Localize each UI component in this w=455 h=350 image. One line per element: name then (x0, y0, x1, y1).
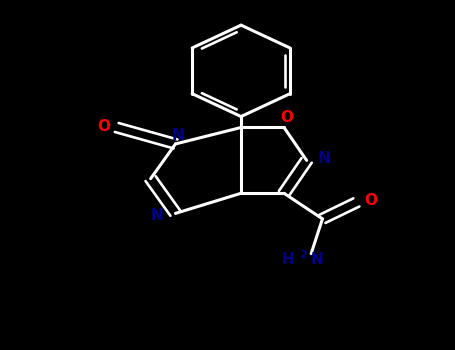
Text: N: N (310, 252, 323, 267)
Text: O: O (364, 193, 377, 208)
Text: H: H (281, 252, 294, 267)
Text: O: O (97, 119, 111, 134)
Text: N: N (318, 151, 330, 166)
Text: N: N (150, 208, 163, 223)
Text: 2: 2 (299, 250, 307, 260)
Text: N: N (172, 128, 184, 143)
Text: O: O (280, 110, 293, 125)
